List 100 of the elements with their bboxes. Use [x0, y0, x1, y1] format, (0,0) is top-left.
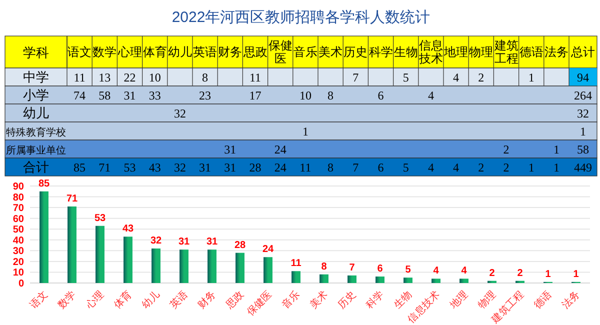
x-tick-label: 幼儿 — [168, 45, 192, 59]
x-tick-label: 英语 — [193, 45, 218, 59]
data-label: 31 — [224, 142, 236, 156]
x-tick-label: 地理 — [446, 288, 470, 312]
data-label: 11 — [249, 70, 262, 84]
data-label: 58 — [577, 142, 589, 156]
y-tick-label: 30 — [12, 246, 24, 258]
x-tick-label: 保健医 — [268, 38, 292, 66]
data-label: 449 — [574, 160, 592, 174]
data-label: 6 — [378, 160, 384, 174]
x-tick-label: 音乐 — [279, 288, 302, 312]
data-label: 1 — [573, 268, 580, 280]
data-label: 23 — [199, 88, 212, 102]
y-tick-label: 50 — [12, 224, 24, 236]
data-label: 11 — [290, 258, 302, 270]
x-tick-label: 英语 — [167, 288, 190, 312]
x-tick-label: 保健医 — [245, 289, 274, 318]
y-tick-label: 幼儿 — [23, 106, 49, 120]
data-label: 1 — [302, 124, 308, 138]
data-label: 33 — [148, 88, 161, 102]
data-label: 2 — [489, 268, 496, 279]
data-label: 17 — [249, 88, 262, 102]
y-tick-label: 合计 — [23, 160, 49, 174]
data-label: 1 — [528, 70, 534, 84]
data-label: 2 — [478, 160, 484, 174]
data-label: 1 — [553, 142, 560, 156]
y-tick-label: 60 — [12, 214, 24, 225]
x-tick-label: 幼儿 — [139, 288, 162, 312]
data-label: 6 — [378, 88, 384, 102]
y-tick-label: 中学 — [23, 70, 49, 84]
data-label: 7 — [352, 70, 359, 84]
data-label: 13 — [98, 70, 111, 84]
data-label: 43 — [122, 224, 134, 235]
x-tick-label: 德语 — [519, 45, 544, 59]
data-label: 2 — [517, 268, 524, 279]
x-tick-label: 信息技术 — [418, 38, 443, 66]
data-label: 4 — [453, 160, 460, 174]
data-label: 4 — [461, 266, 468, 277]
data-label: 85 — [38, 178, 50, 190]
y-tick-label: 70 — [12, 203, 24, 214]
x-tick-label: 德语 — [531, 288, 554, 312]
data-label: 1 — [528, 160, 534, 174]
data-label: 24 — [274, 142, 286, 156]
data-label: 28 — [249, 160, 262, 174]
y-tick-label: 80 — [12, 192, 24, 204]
x-tick-label: 美术 — [318, 45, 343, 59]
data-label: 32 — [150, 236, 162, 247]
x-tick-label: 数学 — [92, 45, 117, 59]
data-label: 1 — [580, 124, 586, 138]
x-tick-label: 思政 — [242, 45, 268, 59]
data-label: 5 — [405, 264, 412, 276]
data-label: 1 — [553, 160, 560, 174]
data-label: 94 — [577, 70, 589, 84]
data-label: 43 — [148, 160, 161, 174]
data-label: 58 — [98, 88, 111, 102]
data-label: 28 — [234, 240, 246, 251]
y-tick-label: 特殊教育学校 — [6, 126, 66, 138]
x-tick-label: 数学 — [55, 288, 78, 312]
data-label: 10 — [148, 70, 161, 84]
x-axis-title: 学科 — [23, 45, 49, 60]
data-label: 6 — [377, 264, 384, 275]
data-label: 5 — [402, 70, 409, 84]
y-tick-label: 0 — [18, 278, 24, 290]
data-label: 24 — [262, 244, 274, 256]
data-label: 10 — [299, 88, 312, 102]
data-label: 32 — [174, 160, 186, 174]
data-label: 31 — [224, 160, 236, 174]
x-tick-label: 地理 — [443, 45, 468, 59]
x-tick-label: 法务 — [559, 288, 582, 312]
data-label: 1 — [545, 268, 552, 280]
data-label: 4 — [453, 70, 460, 84]
data-label: 2 — [478, 70, 484, 84]
x-tick-label: 财务 — [195, 288, 218, 312]
data-label: 24 — [274, 160, 286, 174]
y-tick-label: 小学 — [23, 88, 49, 102]
x-tick-label: 心理 — [116, 45, 142, 59]
data-label: 31 — [124, 88, 136, 102]
x-tick-label: 历史 — [344, 45, 368, 59]
data-label: 31 — [199, 160, 212, 174]
data-label: 4 — [428, 88, 434, 102]
x-tick-label: 体育 — [142, 45, 167, 59]
data-label: 32 — [577, 106, 589, 120]
x-tick-label: 建筑工程 — [493, 38, 518, 66]
y-tick-label: 10 — [12, 268, 24, 279]
data-label: 8 — [202, 70, 208, 84]
x-tick-label: 语文 — [68, 45, 92, 59]
x-tick-label: 生物 — [394, 45, 418, 59]
data-label: 53 — [94, 212, 106, 224]
data-label: 4 — [433, 266, 440, 277]
y-tick-label: 所属事业单位 — [6, 144, 66, 156]
data-label: 11 — [74, 70, 86, 84]
data-label: 85 — [74, 160, 86, 174]
data-label: 5 — [402, 160, 409, 174]
x-tick-label: 总计 — [570, 45, 595, 59]
x-tick-label: 历史 — [335, 288, 358, 312]
data-label: 8 — [328, 160, 334, 174]
data-label: 2 — [503, 142, 510, 156]
x-tick-label: 生物 — [391, 288, 414, 312]
data-label: 71 — [98, 160, 111, 174]
data-label: 264 — [574, 88, 592, 102]
